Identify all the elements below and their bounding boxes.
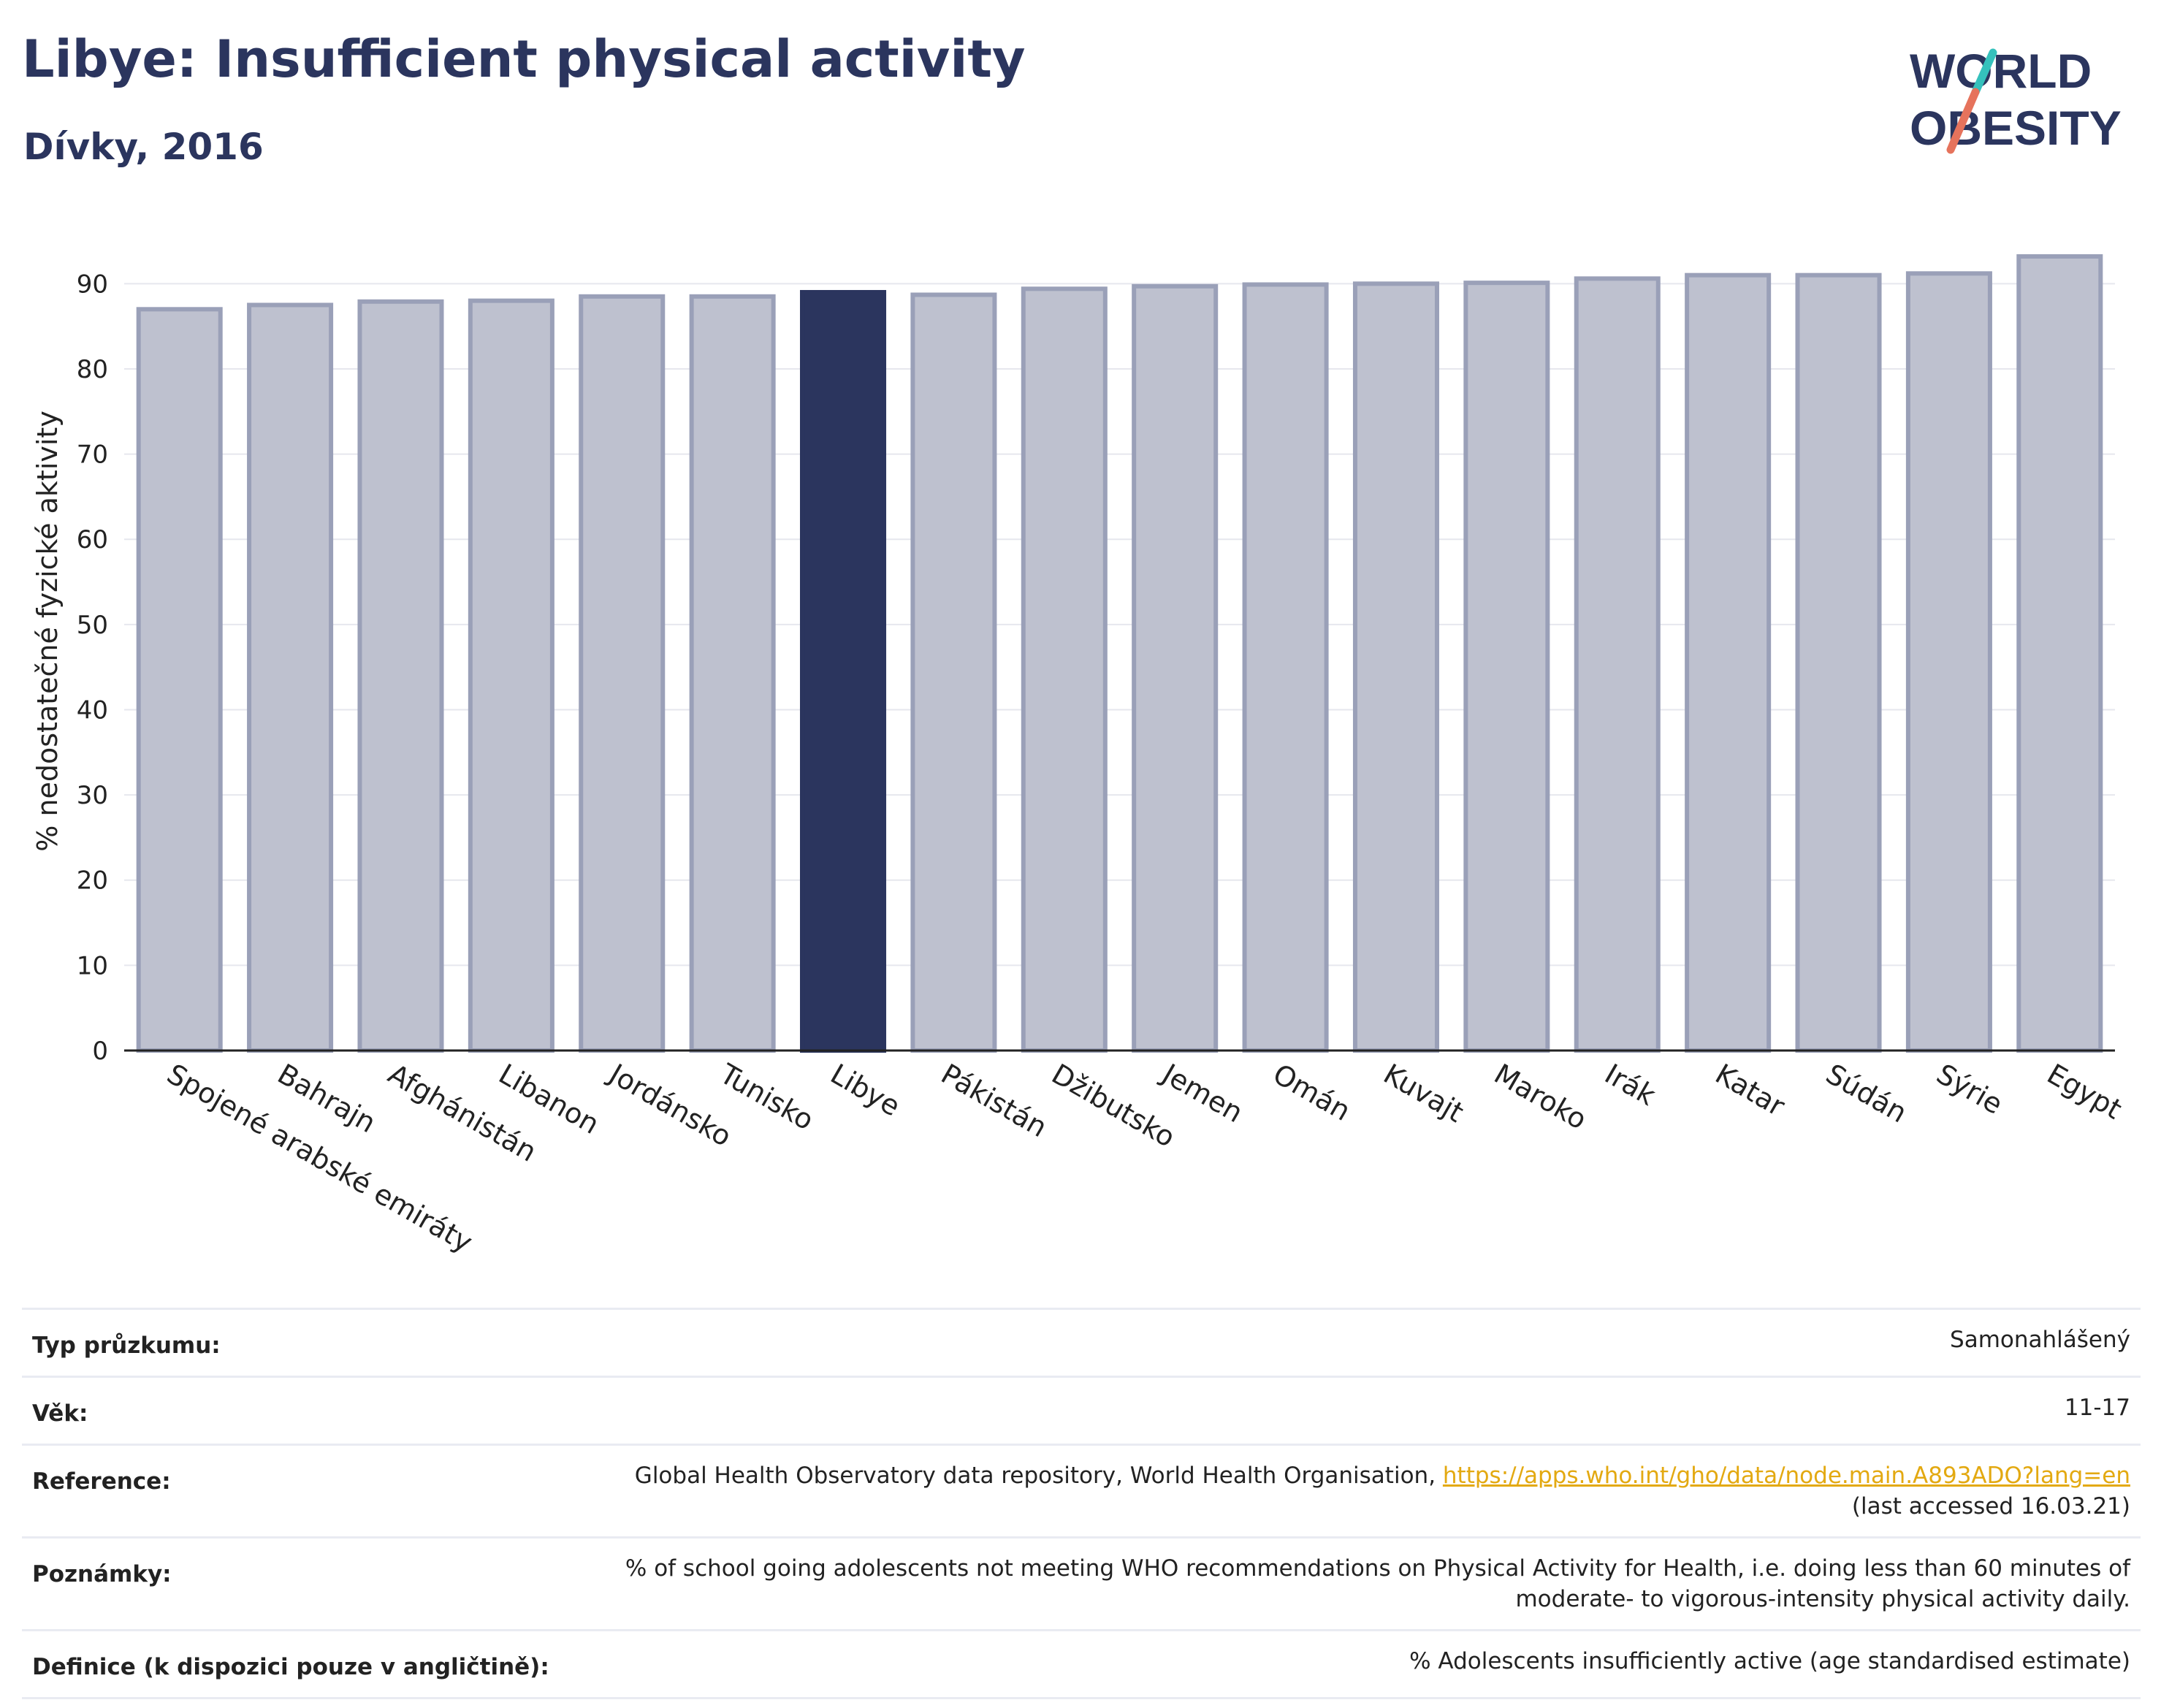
y-tick-label: 80: [77, 355, 108, 384]
x-tick-label: Jordánsko: [603, 1057, 737, 1153]
notes-label: Poznámky:: [22, 1536, 598, 1631]
y-tick-label: 90: [77, 270, 108, 299]
bar: [1021, 286, 1108, 1053]
survey-type-label: Typ průzkumu:: [22, 1308, 598, 1377]
bar: [468, 298, 554, 1053]
y-tick-label: 20: [77, 866, 108, 896]
meta-row-notes: Poznámky: % of school going adolescents …: [22, 1536, 2141, 1631]
bar: [1795, 272, 1882, 1053]
bar-chart: 0 10 20 30 40 50 60 70 80 90 % nedostatečné fyzick…: [31, 253, 2127, 1259]
meta-row-definition: Definice (k dispozici pouze v angličtině…: [22, 1629, 2141, 1699]
reference-value: Global Health Observatory data repositor…: [598, 1444, 2141, 1538]
bar: [1352, 281, 1439, 1053]
age-value: 11-17: [598, 1376, 2141, 1445]
metadata-table: Typ průzkumu: Samonahlášený Věk: 11-17 R…: [22, 1308, 2141, 1699]
definition-value: % Adolescents insufficiently active (age…: [598, 1629, 2141, 1699]
meta-row-survey-type: Typ průzkumu: Samonahlášený: [22, 1308, 2141, 1377]
logo-line2: OBESITY: [1910, 101, 2122, 155]
notes-value: % of school going adolescents not meetin…: [598, 1536, 2141, 1631]
x-tick-label: Džibutsko: [1046, 1058, 1181, 1154]
page-subtitle: Dívky, 2016: [23, 126, 264, 168]
y-tick-label: 70: [77, 441, 108, 470]
bar: [136, 307, 223, 1053]
bar: [247, 302, 334, 1053]
x-tick-label: Libye: [826, 1058, 906, 1123]
bar: [1905, 271, 1992, 1053]
notes-line1: % of school going adolescents not meetin…: [625, 1555, 2130, 1582]
x-tick-label: Kuvajt: [1378, 1058, 1468, 1129]
age-label: Věk:: [22, 1376, 598, 1445]
x-tick-label: Jemen: [1156, 1057, 1249, 1129]
bar: [2016, 253, 2103, 1053]
x-tick-label: Sýrie: [1931, 1058, 2008, 1121]
y-tick-label: 0: [92, 1037, 108, 1066]
bar: [579, 294, 666, 1053]
x-tick-label: Egypt: [2042, 1058, 2127, 1126]
notes-line2: moderate- to vigorous-intensity physical…: [1515, 1586, 2130, 1612]
meta-row-age: Věk: 11-17: [22, 1376, 2141, 1445]
meta-row-reference: Reference: Global Health Observatory dat…: [22, 1444, 2141, 1538]
reference-link[interactable]: https://apps.who.int/gho/data/node.main.…: [1442, 1463, 2130, 1489]
bar: [910, 292, 997, 1053]
reference-text: Global Health Observatory data repositor…: [634, 1463, 1436, 1489]
bar: [357, 299, 444, 1053]
reference-label: Reference:: [22, 1444, 598, 1538]
bar: [1685, 272, 1772, 1053]
y-tick-label: 10: [77, 951, 108, 980]
bar: [1132, 283, 1219, 1053]
definition-label: Definice (k dispozici pouze v angličtině…: [22, 1629, 598, 1699]
bar: [1242, 282, 1329, 1053]
x-tick-label: Katar: [1710, 1058, 1791, 1123]
x-tick-label: Irák: [1599, 1058, 1661, 1112]
x-tick-label: Súdán: [1821, 1058, 1913, 1129]
bar: [1574, 276, 1661, 1053]
y-tick-label: 40: [77, 695, 108, 725]
y-axis-label: % nedostatečné fyzické aktivity: [31, 411, 64, 852]
bar: [800, 289, 887, 1053]
page-title: Libye: Insufficient physical activity: [22, 29, 1026, 89]
world-obesity-logo: WORLD OBESITY: [1910, 44, 2122, 155]
y-tick-label: 50: [77, 611, 108, 640]
bar: [1463, 281, 1550, 1053]
x-tick-label: Pákistán: [936, 1058, 1053, 1144]
bar: [689, 294, 776, 1053]
y-tick-label: 30: [77, 781, 108, 810]
survey-type-value: Samonahlášený: [598, 1308, 2141, 1377]
reference-accessed: (last accessed 16.03.21): [1851, 1493, 2130, 1520]
x-tick-label: Omán: [1268, 1058, 1356, 1127]
logo-line1: WORLD: [1910, 44, 2092, 98]
y-tick-label: 60: [77, 525, 108, 554]
x-tick-label: Maroko: [1489, 1058, 1593, 1136]
